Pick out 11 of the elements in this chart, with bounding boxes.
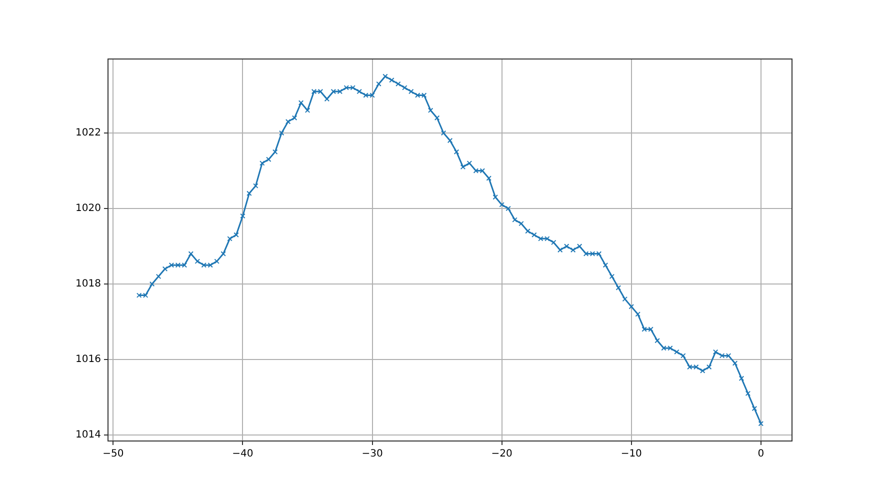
- y-tick-label: 1018: [76, 278, 101, 290]
- x-tick-label: 0: [758, 448, 764, 460]
- x-tick-label: −20: [491, 448, 512, 460]
- x-tick-label: −50: [102, 448, 124, 460]
- x-tick-label: −10: [620, 448, 642, 460]
- x-tick-label: −40: [232, 448, 254, 460]
- x-tick-label: −30: [362, 448, 383, 460]
- y-tick-label: 1016: [76, 354, 101, 366]
- y-tick-label: 1022: [76, 128, 101, 139]
- y-tick-label: 1020: [76, 203, 101, 214]
- y-tick-label: 1014: [76, 430, 101, 441]
